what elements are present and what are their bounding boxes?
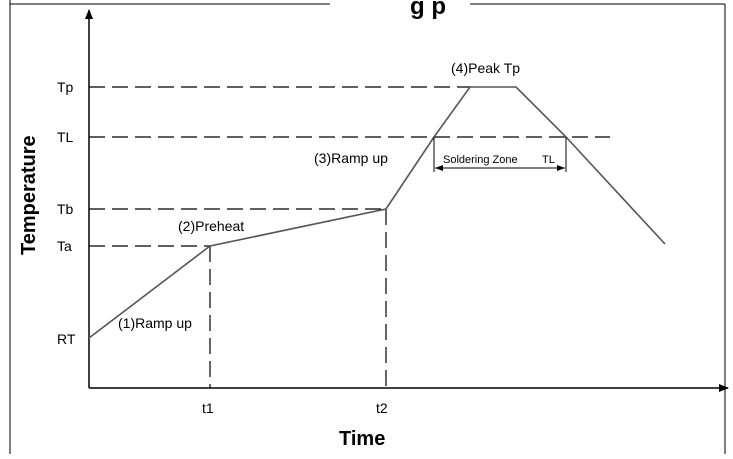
y-label-rt: RT bbox=[57, 331, 76, 347]
stage-ramp-up-3: (3)Ramp up bbox=[314, 150, 388, 166]
stage-ramp-up-1: (1)Ramp up bbox=[118, 315, 192, 331]
x-label-t2: t2 bbox=[376, 400, 388, 416]
x-axis-title: Time bbox=[339, 428, 385, 450]
stage-preheat: (2)Preheat bbox=[178, 218, 244, 234]
temperature-profile bbox=[88, 86, 666, 339]
y-axis-title: Temperature bbox=[18, 135, 40, 255]
y-label-tl: TL bbox=[57, 129, 74, 145]
stage-peak: (4)Peak Tp bbox=[451, 60, 520, 76]
y-label-tp: Tp bbox=[57, 79, 74, 95]
y-label-ta: Ta bbox=[57, 238, 72, 254]
header-title-fragment: g p bbox=[410, 0, 446, 20]
x-label-t1: t1 bbox=[202, 400, 214, 416]
soldering-zone-label: Soldering Zone bbox=[443, 154, 518, 166]
y-label-tb: Tb bbox=[57, 201, 74, 217]
soldering-zone-tl: TL bbox=[542, 154, 555, 166]
